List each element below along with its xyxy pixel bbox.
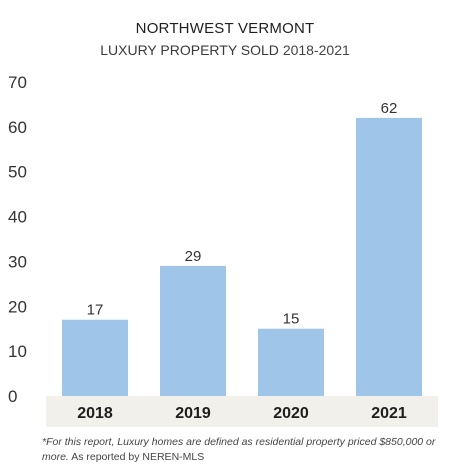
x-axis-band <box>46 396 438 427</box>
chart-subtitle: LUXURY PROPERTY SOLD 2018-2021 <box>0 42 450 58</box>
y-tick-label: 30 <box>8 252 27 271</box>
x-tick-label-2018: 2018 <box>77 405 113 422</box>
y-tick-label: 60 <box>8 118 27 137</box>
subtitle-main: LUXURY PROPERTY SOLD <box>100 42 279 58</box>
x-tick-label-2021: 2021 <box>371 405 407 422</box>
y-tick-label: 0 <box>8 387 17 406</box>
data-label-2019: 29 <box>185 248 202 265</box>
y-tick-label: 10 <box>8 342 27 361</box>
bar-2019 <box>160 265 226 396</box>
x-tick-label-2019: 2019 <box>175 405 211 422</box>
y-tick-label: 70 <box>8 73 27 92</box>
bar-2021 <box>356 117 422 396</box>
y-tick-label: 50 <box>8 163 27 182</box>
footnote: *For this report, Luxury homes are defin… <box>42 435 437 465</box>
bar-2018 <box>62 319 128 396</box>
data-label-2020: 15 <box>283 311 300 328</box>
data-label-2018: 17 <box>87 302 104 319</box>
y-tick-label: 20 <box>8 297 27 316</box>
footnote-source: As reported by NEREN-MLS <box>71 451 205 463</box>
data-label-2021: 62 <box>381 100 398 117</box>
x-tick-label-2020: 2020 <box>273 405 309 422</box>
subtitle-range: 2018-2021 <box>282 42 350 58</box>
chart-title: NORTHWEST VERMONT <box>135 20 315 37</box>
bar-2020 <box>258 328 324 396</box>
footnote-definition: *For this report, Luxury homes are defin… <box>42 436 436 463</box>
y-tick-label: 40 <box>8 208 27 227</box>
